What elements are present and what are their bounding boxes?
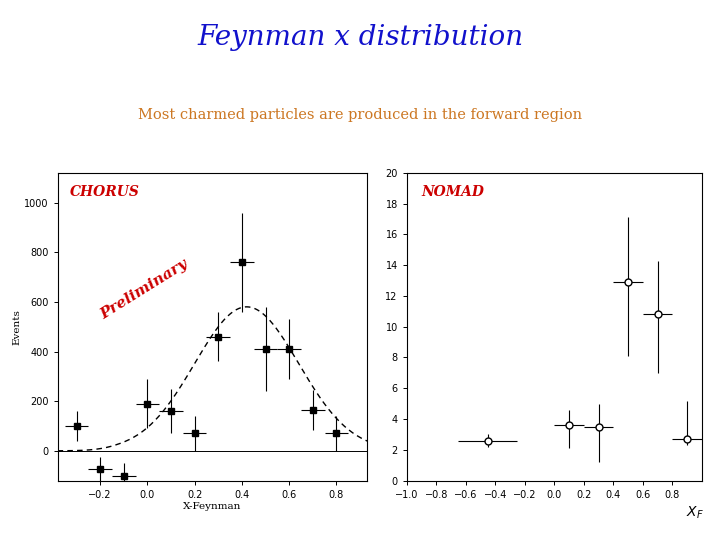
Text: Preliminary: Preliminary bbox=[98, 257, 191, 322]
Text: CHORUS: CHORUS bbox=[70, 185, 140, 199]
Text: Most charmed particles are produced in the forward region: Most charmed particles are produced in t… bbox=[138, 108, 582, 122]
Text: $X_F$: $X_F$ bbox=[686, 505, 704, 521]
X-axis label: X-Feynman: X-Feynman bbox=[183, 502, 242, 511]
Y-axis label: Events: Events bbox=[12, 309, 22, 345]
Text: Feynman x distribution: Feynman x distribution bbox=[197, 24, 523, 51]
Text: NOMAD: NOMAD bbox=[421, 185, 485, 199]
